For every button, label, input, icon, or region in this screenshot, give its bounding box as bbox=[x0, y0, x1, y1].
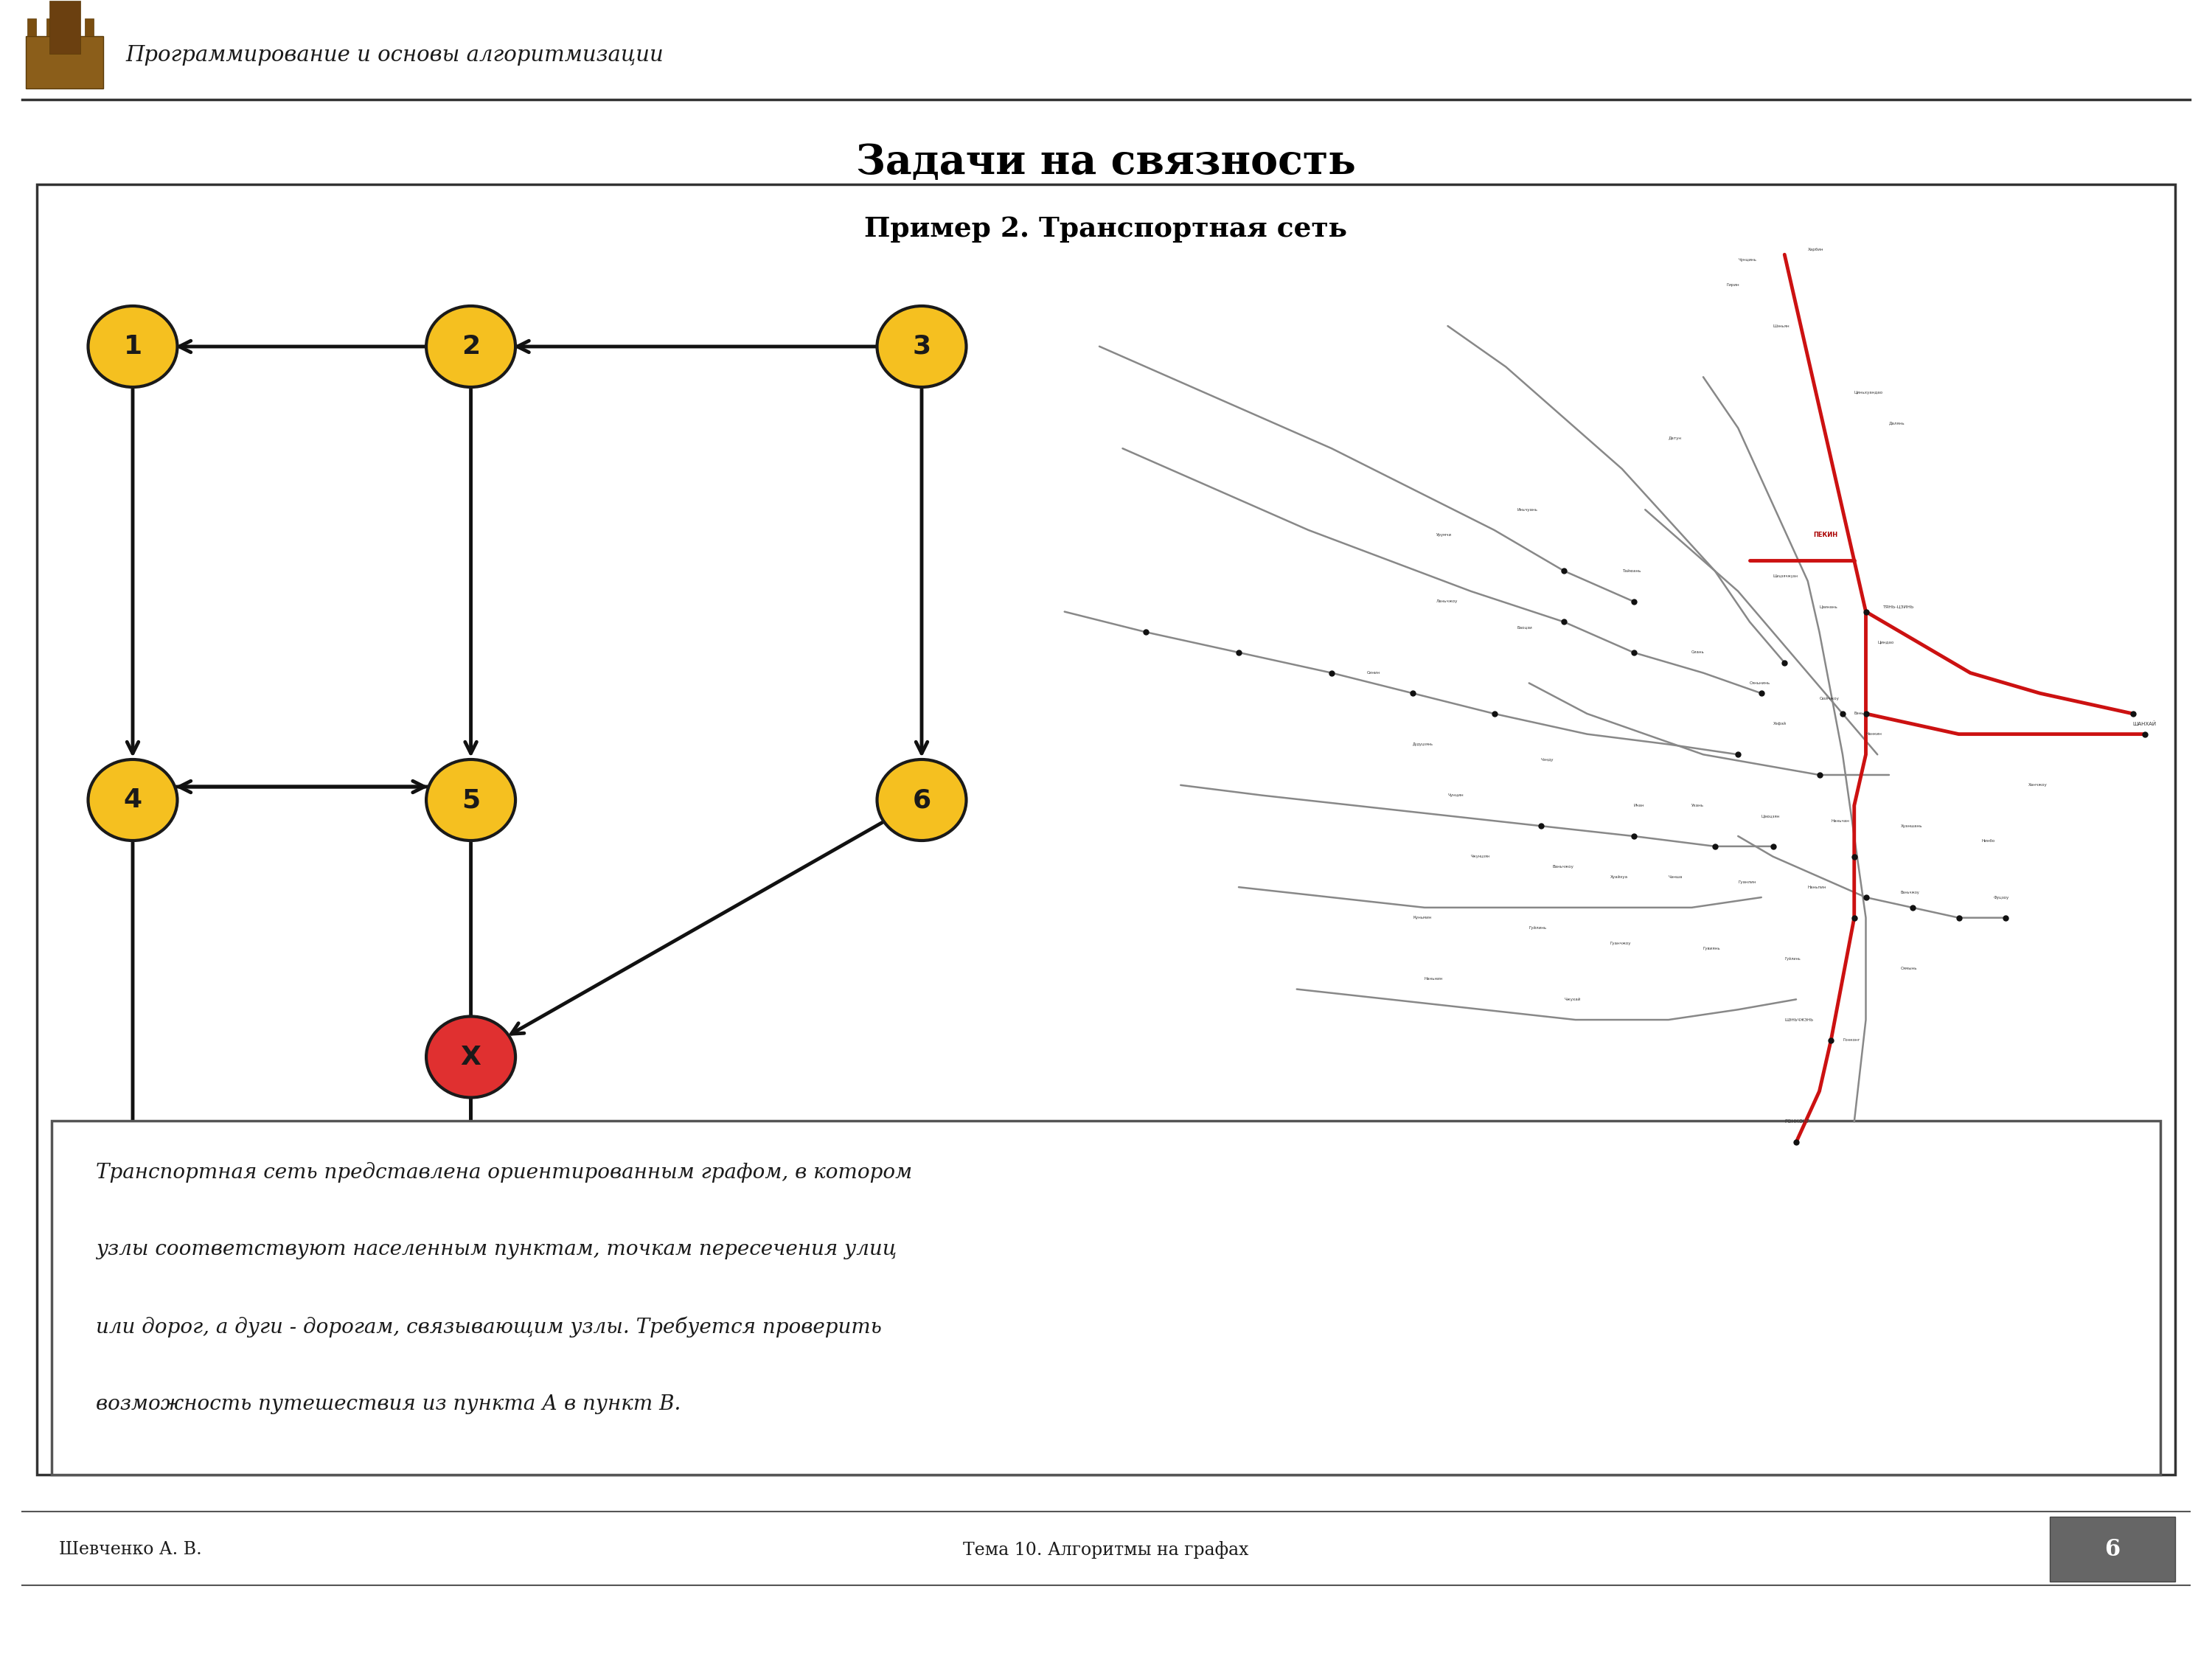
Text: Чэнду: Чэнду bbox=[1540, 758, 1553, 761]
Text: Иньчуань: Иньчуань bbox=[1517, 508, 1537, 511]
FancyBboxPatch shape bbox=[27, 18, 35, 36]
Text: Ваньчжоу: Ваньчжоу bbox=[1553, 864, 1573, 869]
Text: Тема 10. Алгоритмы на графах: Тема 10. Алгоритмы на графах bbox=[962, 1541, 1250, 1559]
FancyBboxPatch shape bbox=[2051, 1516, 2174, 1581]
Text: Задачи на связность: Задачи на связность bbox=[856, 143, 1356, 182]
Text: Циньхуандао: Циньхуандао bbox=[1854, 390, 1882, 395]
Text: 1: 1 bbox=[124, 333, 142, 358]
FancyBboxPatch shape bbox=[46, 18, 55, 36]
Text: узлы соответствуют населенным пунктам, точкам пересечения улиц: узлы соответствуют населенным пунктам, т… bbox=[95, 1239, 896, 1259]
Text: Цзюцзян: Цзюцзян bbox=[1761, 815, 1781, 818]
FancyBboxPatch shape bbox=[38, 184, 2174, 1475]
Text: Гирин: Гирин bbox=[1725, 284, 1739, 287]
Text: Ичан: Ичан bbox=[1632, 803, 1644, 808]
Text: Пример 2. Транспортная сеть: Пример 2. Транспортная сеть bbox=[865, 216, 1347, 242]
Text: Далянь: Далянь bbox=[1889, 421, 1905, 425]
Text: 2: 2 bbox=[462, 333, 480, 358]
Text: Фуцзоу: Фуцзоу bbox=[1993, 896, 2008, 899]
Text: 6: 6 bbox=[2104, 1538, 2121, 1561]
Text: Транспортная сеть представлена ориентированным графом, в котором: Транспортная сеть представлена ориентиро… bbox=[95, 1161, 911, 1183]
Text: ПЕКИН: ПЕКИН bbox=[1814, 533, 1838, 539]
Text: 3: 3 bbox=[911, 333, 931, 358]
Ellipse shape bbox=[88, 305, 177, 387]
Ellipse shape bbox=[427, 305, 515, 387]
Text: Чжухай: Чжухай bbox=[1564, 997, 1579, 1002]
Text: Программирование и основы алгоритмизации: Программирование и основы алгоритмизации bbox=[126, 45, 664, 66]
Text: 5: 5 bbox=[462, 788, 480, 813]
Text: Гуйлинь: Гуйлинь bbox=[1785, 957, 1801, 961]
Ellipse shape bbox=[427, 1017, 515, 1098]
FancyBboxPatch shape bbox=[66, 18, 75, 36]
Text: Сиань: Сиань bbox=[1692, 650, 1705, 654]
Text: X: X bbox=[460, 1045, 482, 1070]
Text: 8: 8 bbox=[462, 1241, 480, 1266]
Text: Сяньнинь: Сяньнинь bbox=[1750, 682, 1770, 685]
Text: Хуаншань: Хуаншань bbox=[1900, 825, 1922, 828]
Text: Ланьчжоу: Ланьчжоу bbox=[1436, 599, 1458, 604]
Text: 4: 4 bbox=[124, 788, 142, 813]
Text: ШЭНЬЧЖЭНЬ: ШЭНЬЧЖЭНЬ bbox=[1785, 1019, 1814, 1022]
Text: Хуайхуа: Хуайхуа bbox=[1610, 874, 1628, 879]
Text: Гуанлин: Гуанлин bbox=[1739, 881, 1756, 884]
Text: Чунцинь: Чунцинь bbox=[1739, 257, 1756, 262]
Text: Чунцин: Чунцин bbox=[1447, 793, 1464, 798]
Text: Дудуцзянь: Дудуцзянь bbox=[1413, 743, 1433, 747]
Text: Тайюань: Тайюань bbox=[1621, 569, 1641, 572]
Text: Синин: Синин bbox=[1367, 670, 1380, 675]
Text: Циндао: Циндао bbox=[1878, 640, 1893, 644]
FancyBboxPatch shape bbox=[51, 1121, 2161, 1475]
Text: Шевченко А. В.: Шевченко А. В. bbox=[60, 1541, 201, 1558]
Text: Шицзячжуан: Шицзячжуан bbox=[1774, 574, 1798, 577]
Text: Гуйлинь: Гуйлинь bbox=[1528, 926, 1546, 929]
Text: Сюйчжоу: Сюйчжоу bbox=[1818, 697, 1838, 700]
Ellipse shape bbox=[427, 1213, 515, 1294]
Text: Ханчжоу: Ханчжоу bbox=[2028, 783, 2048, 786]
Text: Ухань: Ухань bbox=[1692, 803, 1703, 808]
FancyBboxPatch shape bbox=[84, 18, 93, 36]
Text: или дорог, а дуги - дорогам, связывающим узлы. Требуется проверить: или дорог, а дуги - дорогам, связывающим… bbox=[95, 1317, 883, 1337]
Text: Ваньчжоу: Ваньчжоу bbox=[1900, 891, 1920, 894]
Text: Баоцзи: Баоцзи bbox=[1517, 625, 1533, 629]
Text: ТЯНЬ-ЦЗИНЬ: ТЯНЬ-ЦЗИНЬ bbox=[1882, 606, 1913, 609]
Text: ШАНХАЙ: ШАНХАЙ bbox=[2132, 722, 2157, 727]
FancyBboxPatch shape bbox=[49, 2, 80, 53]
Text: Наньчан: Наньчан bbox=[1832, 820, 1849, 823]
Text: Гонконг: Гонконг bbox=[1843, 1039, 1860, 1042]
Ellipse shape bbox=[876, 305, 967, 387]
Text: Датун: Датун bbox=[1668, 436, 1681, 440]
Text: Гуанчжоу: Гуанчжоу bbox=[1610, 941, 1630, 946]
Text: Наньнин: Наньнин bbox=[1425, 977, 1442, 980]
Text: ГОНКОНГ: ГОНКОНГ bbox=[1785, 1120, 1809, 1125]
Text: 7: 7 bbox=[124, 1241, 142, 1266]
Text: возможность путешествия из пункта А в пункт В.: возможность путешествия из пункта А в пу… bbox=[95, 1395, 681, 1415]
Text: Харбин: Харбин bbox=[1807, 247, 1823, 251]
Text: Гувиянь: Гувиянь bbox=[1703, 947, 1721, 951]
Ellipse shape bbox=[88, 1213, 177, 1294]
Text: Куньмин: Куньмин bbox=[1413, 916, 1431, 919]
Ellipse shape bbox=[88, 760, 177, 841]
Text: Нанкин: Нанкин bbox=[1865, 732, 1882, 737]
Ellipse shape bbox=[427, 760, 515, 841]
Text: Хэфэй: Хэфэй bbox=[1774, 722, 1787, 725]
FancyBboxPatch shape bbox=[27, 36, 104, 88]
Text: 6: 6 bbox=[911, 788, 931, 813]
Text: Шэньян: Шэньян bbox=[1774, 324, 1790, 328]
Text: Нинбо: Нинбо bbox=[1982, 839, 1995, 843]
Ellipse shape bbox=[876, 760, 967, 841]
Text: Чжунцзян: Чжунцзян bbox=[1471, 854, 1491, 858]
Text: Наньпин: Наньпин bbox=[1807, 886, 1827, 889]
Text: Цзинань: Цзинань bbox=[1818, 606, 1838, 609]
Text: Урумчи: Урумчи bbox=[1436, 533, 1451, 538]
Text: Бэньбу: Бэньбу bbox=[1854, 712, 1869, 715]
Text: Сямынь: Сямынь bbox=[1900, 967, 1918, 971]
Text: Чанша: Чанша bbox=[1668, 874, 1683, 879]
